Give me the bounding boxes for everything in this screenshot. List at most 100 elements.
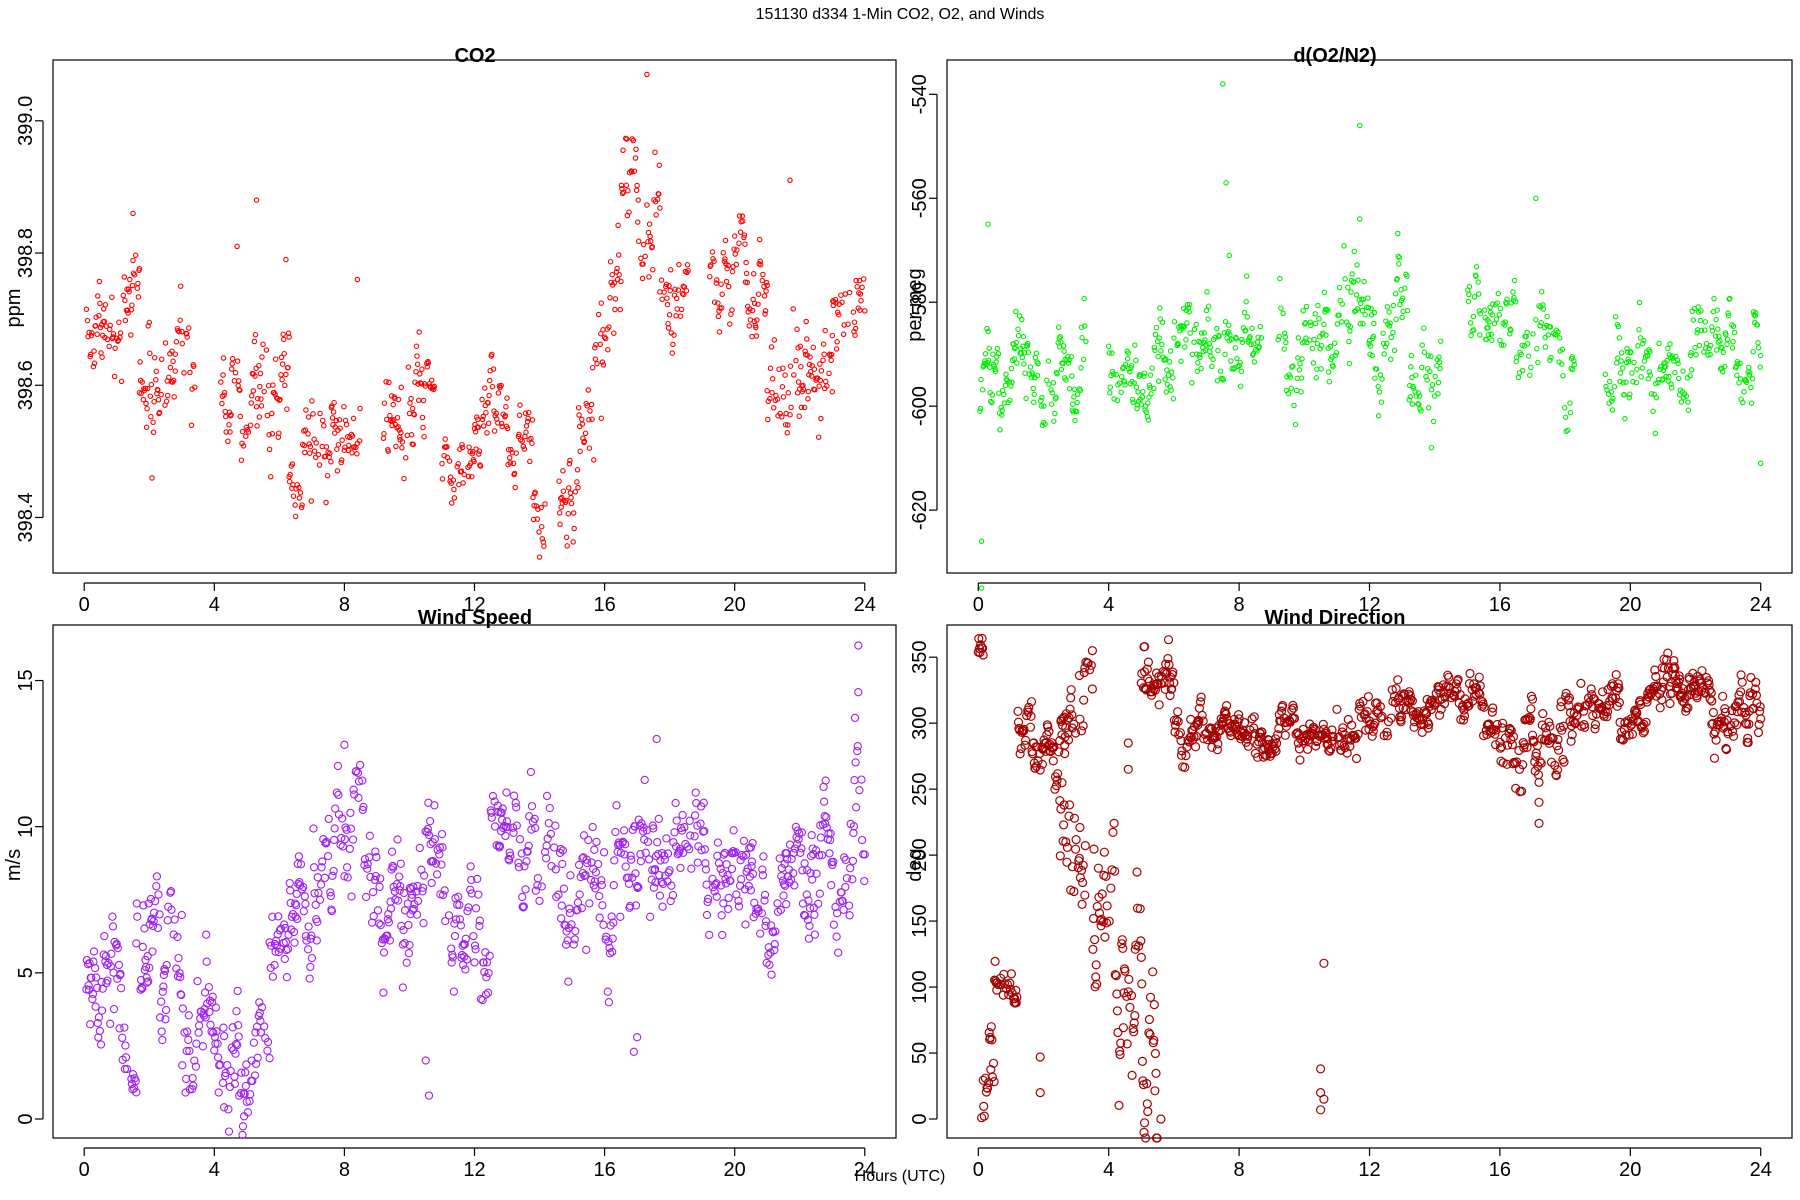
co2-data-point (341, 447, 348, 453)
wd-data-point (974, 633, 984, 644)
wd-data-point (1127, 1070, 1137, 1080)
ws-data-point (379, 948, 389, 957)
co2-data-point (664, 301, 671, 308)
o2-data-point (1161, 357, 1168, 363)
ws-data-point (520, 862, 529, 871)
o2-data-point (1078, 365, 1084, 371)
ws-data-point (803, 915, 813, 924)
ws-data-point (241, 1068, 250, 1077)
o2-data-point (1609, 407, 1616, 413)
co2-data-point (301, 442, 308, 449)
co2-data-point (311, 448, 318, 454)
co2-data-point (588, 401, 595, 408)
wd-data-point (1221, 709, 1231, 719)
ws-data-point (580, 871, 589, 880)
co2-data-point (401, 475, 407, 482)
co2-data-point (147, 350, 153, 357)
o2-data-point (1615, 323, 1622, 330)
o2-data-point (1625, 359, 1632, 365)
ws-y-tick-label: 0 (15, 1113, 37, 1124)
co2-data-point (523, 423, 530, 429)
co2-data-point (447, 474, 454, 480)
o2-data-point (1196, 352, 1203, 358)
co2-data-point (232, 370, 239, 376)
o2-data-point (1397, 301, 1403, 308)
wd-data-point (1100, 932, 1110, 942)
o2-data-point (1386, 309, 1392, 315)
ws-data-point (348, 835, 358, 844)
o2-data-point (1421, 349, 1428, 356)
co2-data-point (846, 289, 853, 296)
co2-data-point (513, 450, 519, 456)
co2-data-point (150, 429, 157, 436)
co2-data-point (656, 162, 663, 169)
o2-data-point (1051, 418, 1057, 424)
wd-data-point (1453, 674, 1463, 685)
ws-data-point (355, 760, 365, 770)
wd-data-point (1534, 777, 1544, 787)
ws-data-point (113, 943, 122, 953)
o2-data-point (1041, 403, 1047, 409)
ws-data-point (455, 915, 465, 924)
wd-data-point (1108, 827, 1118, 837)
wd-data-point (1066, 693, 1076, 703)
ws-data-point (208, 992, 217, 1001)
co2-data-point (764, 282, 770, 289)
ws-data-point (555, 848, 565, 858)
o2-plot-frame (946, 59, 1793, 574)
co2-data-point (719, 291, 725, 298)
co2-data-point (253, 365, 259, 372)
ws-data-point (495, 842, 505, 851)
wind-direction-chart: Wind Direction deg 0 4 8 12 16 20 24 050100150… (904, 607, 1793, 1181)
co2-data-point (151, 354, 158, 361)
co2-data-point (832, 296, 839, 303)
o2-data-point (1148, 391, 1154, 397)
wd-y-tick-label: 50 (909, 1042, 931, 1064)
o2-data-point (1424, 377, 1430, 383)
ws-data-point (512, 821, 521, 830)
ws-data-point (98, 984, 107, 993)
ws-data-point (552, 892, 561, 902)
o2-data-point (1030, 399, 1037, 406)
co2-data-point (797, 343, 804, 350)
o2-data-point (1057, 333, 1064, 340)
wd-data-point (1255, 729, 1265, 739)
co2-data-point (824, 383, 830, 389)
co2-data-point (633, 187, 640, 194)
ws-data-point (797, 844, 806, 853)
wd-data-point (1552, 741, 1562, 751)
wd-data-point (1319, 1094, 1329, 1104)
o2-data-point (1538, 320, 1544, 326)
ws-data-point (238, 1122, 248, 1131)
ws-data-point (161, 1015, 170, 1024)
ws-data-point (584, 835, 593, 845)
co2-data-point (333, 417, 340, 424)
co2-data-point (753, 333, 760, 339)
ws-data-point (383, 931, 392, 940)
o2-data-point (1620, 380, 1626, 386)
co2-data-point (774, 396, 781, 402)
co2-data-point (252, 373, 258, 379)
o2-data-point (988, 398, 994, 405)
wd-data-point (1614, 697, 1625, 708)
ws-data-point (571, 926, 580, 936)
ws-data-point (454, 892, 463, 901)
wd-data-point (1709, 753, 1720, 763)
ws-data-point (776, 905, 785, 915)
co2-data-point (502, 412, 509, 419)
o2-data-point (1354, 306, 1361, 312)
co2-data-point (276, 430, 282, 436)
wd-data-point (1061, 723, 1071, 733)
o2-data-point (1048, 387, 1054, 393)
wd-data-point (1308, 722, 1319, 732)
co2-data-point (747, 306, 753, 312)
o2-data-point (1603, 383, 1609, 390)
o2-data-point (1618, 358, 1624, 364)
o2-data-point (1233, 335, 1240, 342)
co2-data-point (345, 447, 351, 454)
o2-data-point (1030, 385, 1036, 392)
ws-data-point (149, 917, 158, 926)
co2-data-point (625, 187, 631, 194)
wd-data-point (1069, 719, 1079, 729)
ws-data-point (393, 835, 402, 844)
